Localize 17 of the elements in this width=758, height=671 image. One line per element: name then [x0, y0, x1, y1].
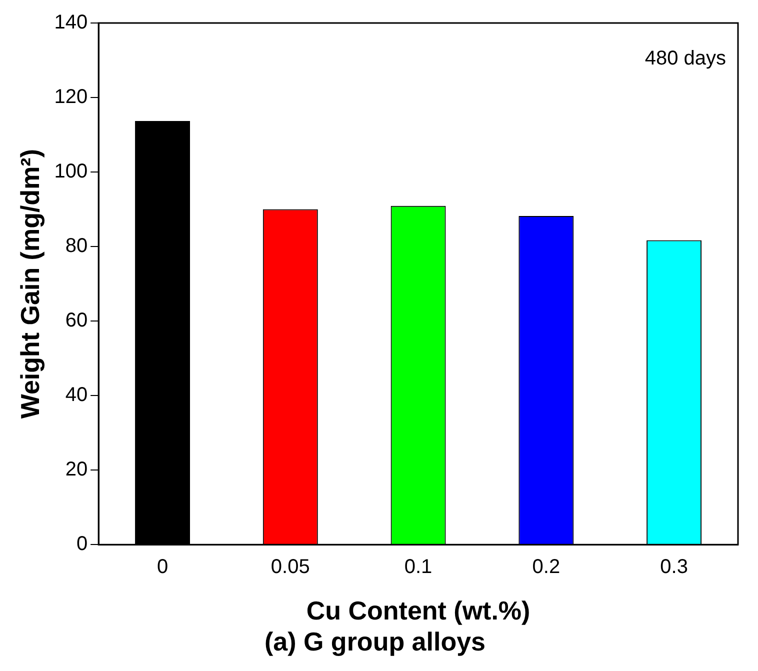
y-tick-label: 100: [54, 160, 88, 183]
y-tick-label: 120: [54, 86, 88, 108]
y-tick-label: 0: [76, 533, 88, 556]
x-tick-label: 0.05: [270, 556, 310, 578]
x-tick-label: 0.3: [660, 556, 688, 578]
x-tick-label: 0: [156, 556, 168, 578]
y-tick-label: 20: [65, 458, 88, 481]
text: (a) G group alloys: [264, 626, 486, 657]
x-axis-title: Cu Content (wt.%): [306, 595, 530, 626]
annotation: 480 days: [644, 48, 726, 70]
y-tick-label: 40: [65, 384, 88, 406]
y-tick-label: 140: [54, 12, 88, 34]
y-tick-label: 80: [65, 235, 88, 258]
y-tick-label: 60: [65, 310, 88, 332]
x-tick-label: 0.1: [404, 556, 432, 578]
y-axis-title: Weight Gain (mg/dm²): [14, 148, 45, 419]
x-tick-label: 0.2: [532, 556, 560, 578]
